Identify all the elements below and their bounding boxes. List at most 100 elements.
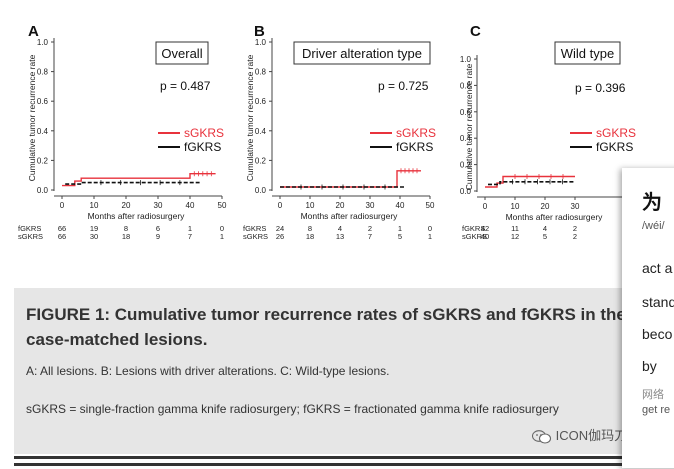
- p-value: p = 0.487: [160, 79, 211, 93]
- risk-value: 2: [573, 232, 577, 241]
- figure-caption: FIGURE 1: Cumulative tumor recurrence ra…: [14, 288, 674, 454]
- x-tick-label: 30: [571, 202, 580, 211]
- risk-row-label: fGKRS: [243, 224, 266, 233]
- risk-row-label: sGKRS: [243, 232, 268, 241]
- risk-value: 4: [338, 224, 342, 233]
- x-tick-label: 0: [60, 201, 65, 210]
- y-tick-label: 0.6: [460, 108, 472, 117]
- y-tick-label: 0.8: [460, 81, 472, 90]
- x-tick-label: 10: [511, 202, 520, 211]
- legend-label: fGKRS: [184, 140, 221, 154]
- x-tick-label: 30: [366, 201, 375, 210]
- risk-value: 7: [368, 232, 372, 241]
- bottom-rule-2: [14, 463, 674, 466]
- dict-source-label: 网络: [642, 389, 664, 401]
- y-tick-label: 0.0: [255, 186, 267, 195]
- risk-value: 4: [543, 224, 547, 233]
- km-curve-fgkrs: [65, 181, 200, 185]
- risk-value: 5: [398, 232, 402, 241]
- y-tick-label: 0.2: [255, 156, 267, 165]
- risk-value: 1: [220, 232, 224, 241]
- wechat-icon: [531, 429, 552, 444]
- dict-definition[interactable]: by: [642, 358, 657, 374]
- watermark-text: ICON伽玛刀: [555, 428, 628, 443]
- subgroup-label: Overall: [161, 46, 202, 61]
- subgroup-label-box: [155, 41, 209, 65]
- panel-letter: C: [470, 23, 481, 40]
- risk-value: 42: [481, 224, 489, 233]
- km-curve-fgkrs: [488, 181, 575, 186]
- risk-value: 1: [188, 224, 192, 233]
- subgroup-label: Wild type: [561, 46, 614, 61]
- risk-row-label: fGKRS: [18, 224, 41, 233]
- y-axis-label: Cumulative tumor recurrence rate: [464, 63, 474, 190]
- y-tick-label: 0.4: [255, 127, 267, 136]
- y-tick-label: 0.0: [37, 186, 49, 195]
- dict-definition[interactable]: beco: [642, 326, 673, 342]
- risk-value: 26: [276, 232, 284, 241]
- dictionary-popup[interactable]: 为 /wéi/ act a stand beco by 网络 get re: [622, 168, 674, 468]
- risk-value: 40: [481, 232, 489, 241]
- risk-value: 6: [156, 224, 160, 233]
- x-tick-label: 0: [278, 201, 283, 210]
- legend-label: sGKRS: [396, 126, 436, 140]
- x-tick-label: 0: [483, 202, 488, 211]
- risk-value: 7: [188, 232, 192, 241]
- risk-value: 0: [428, 224, 432, 233]
- caption-abbrev-line: sGKRS = single-fraction gamma knife radi…: [26, 402, 559, 416]
- km-curve-sgkrs: [62, 172, 216, 187]
- dict-definition[interactable]: act a: [642, 260, 673, 276]
- legend-label: sGKRS: [596, 126, 636, 140]
- x-tick-label: 10: [306, 201, 315, 210]
- dict-definition[interactable]: stand: [642, 294, 674, 310]
- x-tick-label: 20: [336, 201, 345, 210]
- y-tick-label: 0.6: [255, 97, 267, 106]
- legend-label: fGKRS: [396, 140, 433, 154]
- x-tick-label: 40: [396, 201, 405, 210]
- risk-value: 24: [276, 224, 284, 233]
- y-tick-label: 0.8: [255, 68, 267, 77]
- caption-legend-line: A: All lesions. B: Lesions with driver a…: [26, 364, 390, 378]
- x-tick-label: 30: [154, 201, 163, 210]
- panel-letter: A: [28, 23, 39, 40]
- risk-value: 66: [58, 232, 66, 241]
- risk-row-label: fGKRS: [462, 224, 485, 233]
- x-tick-label: 10: [90, 201, 99, 210]
- y-axis-label: Cumulative tumor recurrence rate: [27, 54, 37, 181]
- bottom-rule: [14, 456, 674, 459]
- y-axis-label: Cumulative tumor recurrence rate: [245, 54, 255, 181]
- risk-value: 5: [543, 232, 547, 241]
- watermark: ICON伽玛刀: [531, 425, 628, 444]
- risk-value: 1: [428, 232, 432, 241]
- x-axis-label: Months after radiosurgery: [88, 211, 186, 221]
- risk-row-label: sGKRS: [18, 232, 43, 241]
- risk-value: 0: [220, 224, 224, 233]
- dict-source-text: get re: [642, 404, 671, 416]
- risk-value: 13: [336, 232, 344, 241]
- legend-label: sGKRS: [184, 126, 224, 140]
- risk-value: 1: [398, 224, 402, 233]
- risk-value: 2: [368, 224, 372, 233]
- x-tick-label: 20: [541, 202, 550, 211]
- subgroup-label: Driver alteration type: [302, 46, 422, 61]
- risk-row-label: sGKRS: [462, 232, 487, 241]
- risk-value: 19: [90, 224, 98, 233]
- risk-value: 11: [511, 224, 519, 233]
- y-tick-label: 0.6: [37, 97, 49, 106]
- risk-value: 18: [122, 232, 130, 241]
- y-tick-label: 1.0: [460, 55, 472, 64]
- subgroup-label-box: [293, 41, 431, 65]
- y-tick-label: 0.4: [460, 134, 472, 143]
- p-value: p = 0.725: [378, 79, 429, 93]
- x-tick-label: 40: [186, 201, 195, 210]
- x-axis-label: Months after radiosurgery: [301, 211, 399, 221]
- dict-headword: 为: [642, 192, 662, 214]
- legend-label: fGKRS: [596, 140, 633, 154]
- risk-value: 9: [156, 232, 160, 241]
- caption-title: FIGURE 1: Cumulative tumor recurrence ra…: [26, 305, 626, 349]
- y-tick-label: 0.2: [37, 156, 49, 165]
- risk-value: 66: [58, 224, 66, 233]
- risk-value: 12: [511, 232, 519, 241]
